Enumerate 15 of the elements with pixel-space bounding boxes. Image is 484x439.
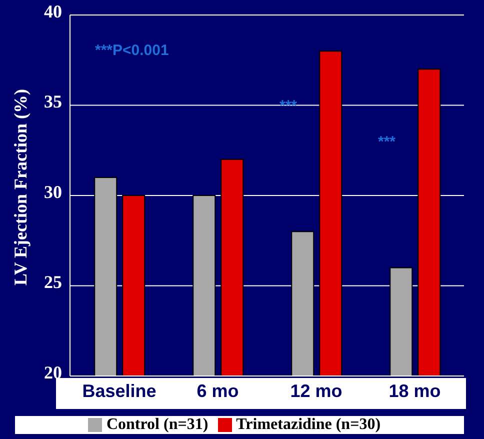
legend-label: Trimetazidine (n=30) (236, 416, 381, 433)
x-tick-label: Baseline (82, 380, 156, 401)
x-tick-label: 12 mo (290, 380, 342, 401)
annotation: ***P<0.001 (95, 42, 169, 59)
y-tick-label: 30 (44, 182, 62, 202)
y-axis-title: LV Ejection Fraction (%) (10, 89, 30, 286)
y-tick-label: 20 (44, 362, 62, 382)
y-tick-label: 35 (44, 92, 62, 112)
annotation: *** (378, 134, 396, 151)
y-tick-label: 25 (44, 272, 62, 292)
x-tick-label: 6 mo (196, 380, 239, 401)
annotation: *** (279, 98, 298, 115)
y-tick-label: 40 (44, 1, 62, 22)
x-tick-label: 18 mo (388, 380, 441, 401)
legend-label: Control (n=31) (106, 416, 208, 433)
